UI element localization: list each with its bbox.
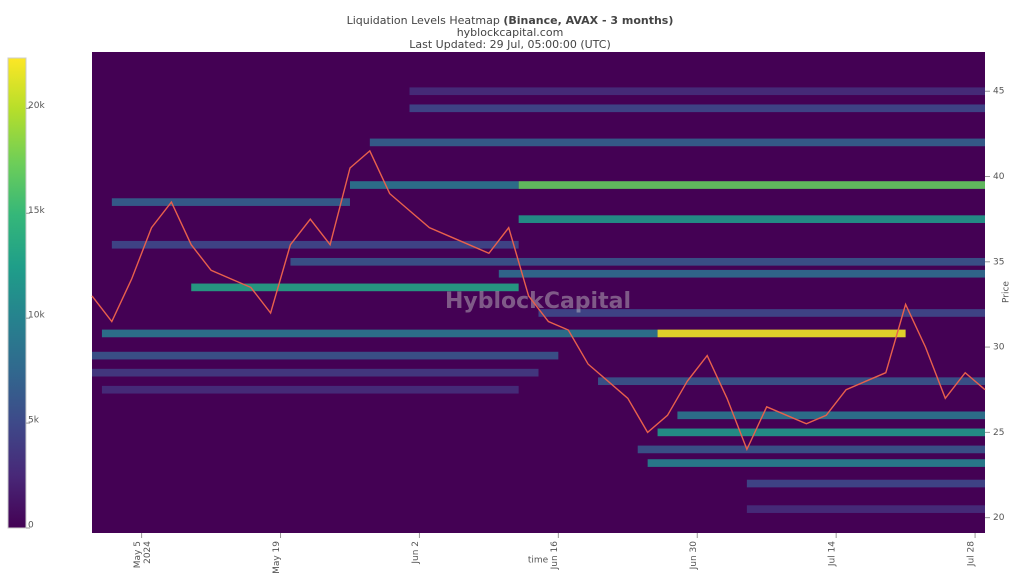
y-tick-label: 35 [993,257,1004,267]
heat-band [290,257,985,266]
x-tick-label: Jun 2 [411,541,421,565]
y-tick-label: 20 [993,513,1005,523]
colorbar-tick-label: 15k [28,206,45,216]
x-tick-label: Jun 30 [689,541,699,571]
x-tick-label: Jul 14 [828,541,838,567]
updated: Last Updated: 29 Jul, 05:00:00 (UTC) [409,38,610,51]
heat-band [746,505,985,513]
x-tick-label: May 19 [272,541,282,574]
heat-band [101,385,519,394]
y-tick-label: 40 [993,172,1005,182]
heat-band [657,329,906,338]
y-tick-label: 25 [993,428,1004,438]
heat-band [92,368,539,377]
x-tick-label: May 5 [133,541,143,568]
heat-band [409,104,985,113]
heat-band [598,377,985,386]
watermark: HyblockCapital [445,289,631,314]
title-bold: (Binance, AVAX - 3 months) [503,14,673,27]
colorbar [7,57,27,529]
heat-band [111,240,519,249]
x-year-label: 2024 [143,541,153,564]
heat-band [409,87,985,96]
price-line [91,149,986,452]
heat-band [111,198,350,206]
colorbar-tick-label: 5k [28,416,40,426]
colorbar-tick-label: 20k [28,101,45,111]
subtitle: hyblockcapital.com [457,26,564,39]
colorbar-tick-label: 0 [28,521,34,531]
colorbar-tick-label: 10k [28,311,45,321]
heat-band [101,329,658,338]
title-text: Liquidation Levels Heatmap [347,14,504,27]
x-tick-label: Jun 16 [550,541,560,571]
heat-band [657,428,985,437]
heat-band [518,215,985,223]
heat-band [92,351,559,360]
y-tick-label: 30 [993,343,1005,353]
heat-band [538,309,985,317]
heat-band [369,138,985,147]
chart-title: Liquidation Levels Heatmap (Binance, AVA… [347,14,674,27]
heat-band [518,181,985,189]
x-tick-label: Jul 28 [967,541,977,567]
heat-band [191,283,519,292]
heat-band [349,181,519,189]
y-axis-title: Price [1002,281,1012,303]
y-tick-label: 45 [993,87,1004,97]
heat-band [647,459,985,467]
heat-band [637,445,985,454]
heat-band [746,479,985,488]
heat-band [677,411,985,420]
x-axis-title: time [528,556,549,566]
heat-band [498,269,985,278]
